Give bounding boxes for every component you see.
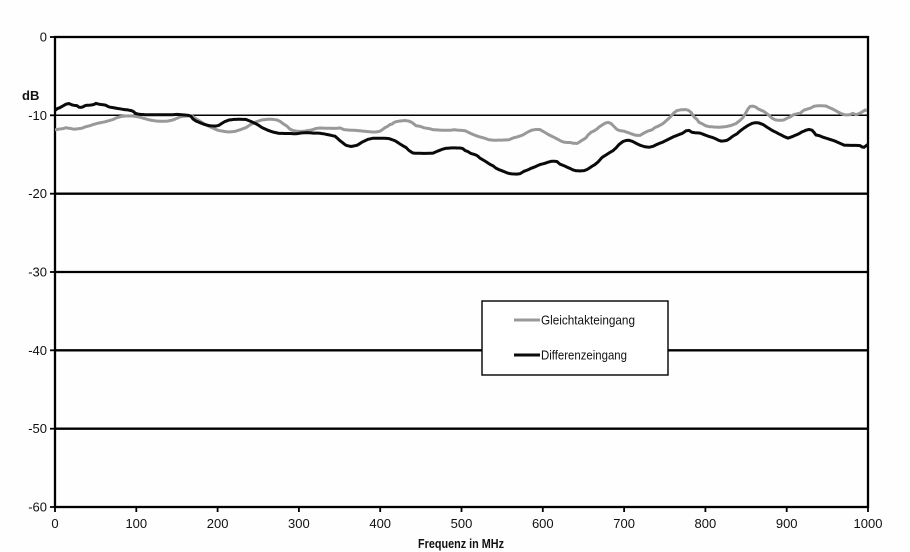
svg-text:1000: 1000 xyxy=(854,516,883,531)
svg-text:300: 300 xyxy=(288,516,310,531)
svg-text:Differenzeingang: Differenzeingang xyxy=(541,348,627,363)
svg-text:0: 0 xyxy=(51,516,58,531)
svg-text:-10: -10 xyxy=(28,108,47,123)
svg-text:-60: -60 xyxy=(28,500,47,515)
svg-text:600: 600 xyxy=(532,516,554,531)
svg-text:Gleichtakteingang: Gleichtakteingang xyxy=(541,313,635,328)
svg-text:500: 500 xyxy=(451,516,473,531)
svg-text:-30: -30 xyxy=(28,265,47,280)
svg-text:700: 700 xyxy=(613,516,635,531)
svg-text:-40: -40 xyxy=(28,343,47,358)
svg-text:0: 0 xyxy=(40,30,47,45)
svg-text:400: 400 xyxy=(369,516,391,531)
svg-text:800: 800 xyxy=(695,516,717,531)
svg-text:100: 100 xyxy=(125,516,147,531)
svg-text:dB: dB xyxy=(22,88,39,103)
svg-text:Frequenz in MHz: Frequenz in MHz xyxy=(418,536,504,551)
svg-text:900: 900 xyxy=(776,516,798,531)
svg-text:-20: -20 xyxy=(28,186,47,201)
svg-text:200: 200 xyxy=(207,516,229,531)
svg-text:-50: -50 xyxy=(28,421,47,436)
